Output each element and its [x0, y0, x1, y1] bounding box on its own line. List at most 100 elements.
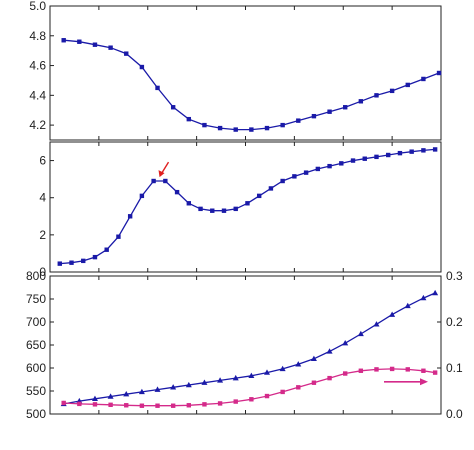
- data-point-c: [296, 385, 301, 390]
- data-point-b: [362, 156, 367, 161]
- data-point-b: [116, 234, 121, 239]
- y-tick-label-a: 5.0: [29, 0, 46, 13]
- data-point-b: [163, 178, 168, 184]
- y-tick-label-c: 500: [26, 407, 46, 421]
- data-point-a: [155, 85, 160, 91]
- data-point-c: [264, 369, 271, 375]
- data-point-a: [405, 82, 410, 88]
- series-line-a-0: [63, 39, 440, 131]
- y-tick-label-c: 650: [26, 338, 46, 352]
- y2-tick-label-c: 0.1: [446, 361, 463, 375]
- data-point-c: [91, 395, 98, 402]
- data-point-c: [124, 403, 129, 408]
- data-point-c: [342, 339, 349, 346]
- data-point-c: [421, 368, 426, 373]
- y-tick-label-c: 800: [26, 269, 46, 283]
- y2-tick-label-c: 0.0: [446, 407, 463, 421]
- data-point-c: [233, 399, 238, 404]
- data-point-b: [186, 201, 192, 206]
- data-point-c: [155, 403, 160, 408]
- data-point-b: [327, 163, 332, 169]
- data-point-c: [389, 366, 395, 372]
- y-tick-label-a: 4.8: [29, 29, 46, 43]
- y-tick-label-b: 0: [39, 265, 46, 279]
- data-point-c: [170, 403, 176, 408]
- data-point-b: [221, 208, 227, 213]
- right-axis-arrow-head: [420, 378, 428, 386]
- data-point-c: [420, 294, 427, 301]
- annotation-arrow-head: [158, 170, 165, 178]
- data-point-c: [108, 402, 113, 407]
- data-point-c: [217, 377, 224, 383]
- data-point-b: [198, 206, 203, 212]
- data-point-c: [404, 302, 411, 309]
- data-point-a: [280, 122, 285, 128]
- data-point-c: [77, 401, 82, 407]
- data-point-c: [61, 400, 66, 406]
- y-tick-label-b: 6: [39, 154, 46, 168]
- data-point-c: [343, 371, 348, 376]
- data-point-b: [104, 247, 109, 252]
- data-point-c: [327, 375, 332, 381]
- data-point-a: [343, 105, 348, 110]
- data-point-c: [264, 393, 270, 399]
- y-tick-label-b: 4: [39, 191, 46, 205]
- data-point-c: [202, 402, 207, 407]
- data-point-c: [201, 379, 208, 385]
- data-point-b: [233, 206, 238, 212]
- y-tick-label-c: 600: [26, 361, 46, 375]
- data-point-b: [303, 170, 309, 175]
- data-point-c: [279, 365, 286, 372]
- data-point-b: [210, 208, 215, 213]
- data-point-c: [92, 402, 98, 407]
- data-point-c: [170, 384, 177, 390]
- data-point-b: [69, 260, 74, 265]
- data-point-b: [339, 161, 344, 166]
- data-point-b: [81, 258, 86, 264]
- plot-frame-c: [49, 275, 442, 415]
- y-tick-label-a: 4.6: [29, 59, 46, 73]
- data-point-b: [127, 214, 133, 219]
- data-point-a: [311, 113, 317, 119]
- data-point-b: [315, 166, 321, 172]
- plot-frame-b: [49, 141, 442, 273]
- data-point-b: [432, 147, 438, 152]
- data-point-c: [217, 401, 223, 406]
- data-point-c: [310, 355, 317, 361]
- data-point-b: [397, 150, 403, 156]
- y-tick-label-a: 4.4: [29, 88, 46, 102]
- data-point-a: [77, 39, 82, 44]
- data-point-c: [357, 330, 364, 337]
- series-line-c-0: [63, 292, 436, 405]
- data-point-c: [185, 381, 192, 388]
- y2-tick-label-c: 0.3: [446, 269, 463, 283]
- data-point-a: [374, 93, 379, 98]
- y-tick-label-a: 4.2: [29, 118, 46, 132]
- data-point-c: [432, 370, 438, 375]
- data-point-a: [108, 45, 113, 50]
- y-tick-label-b: 2: [39, 228, 46, 242]
- data-point-c: [432, 289, 439, 296]
- data-point-a: [389, 88, 395, 94]
- data-point-b: [409, 149, 414, 154]
- data-point-b: [280, 178, 285, 184]
- data-point-b: [139, 193, 145, 199]
- data-point-c: [295, 361, 302, 367]
- data-point-c: [358, 368, 364, 373]
- data-point-c: [326, 348, 333, 354]
- data-point-c: [107, 393, 114, 399]
- data-point-b: [256, 193, 262, 199]
- data-point-a: [327, 109, 332, 114]
- data-point-b: [151, 178, 156, 184]
- data-point-a: [124, 51, 129, 56]
- data-point-c: [154, 386, 161, 392]
- data-point-c: [405, 367, 410, 372]
- data-point-a: [202, 122, 207, 128]
- data-point-b: [374, 154, 379, 160]
- data-point-a: [358, 99, 364, 104]
- data-point-c: [249, 397, 254, 402]
- data-point-a: [217, 125, 223, 131]
- data-point-b: [57, 261, 62, 266]
- data-point-a: [233, 127, 238, 132]
